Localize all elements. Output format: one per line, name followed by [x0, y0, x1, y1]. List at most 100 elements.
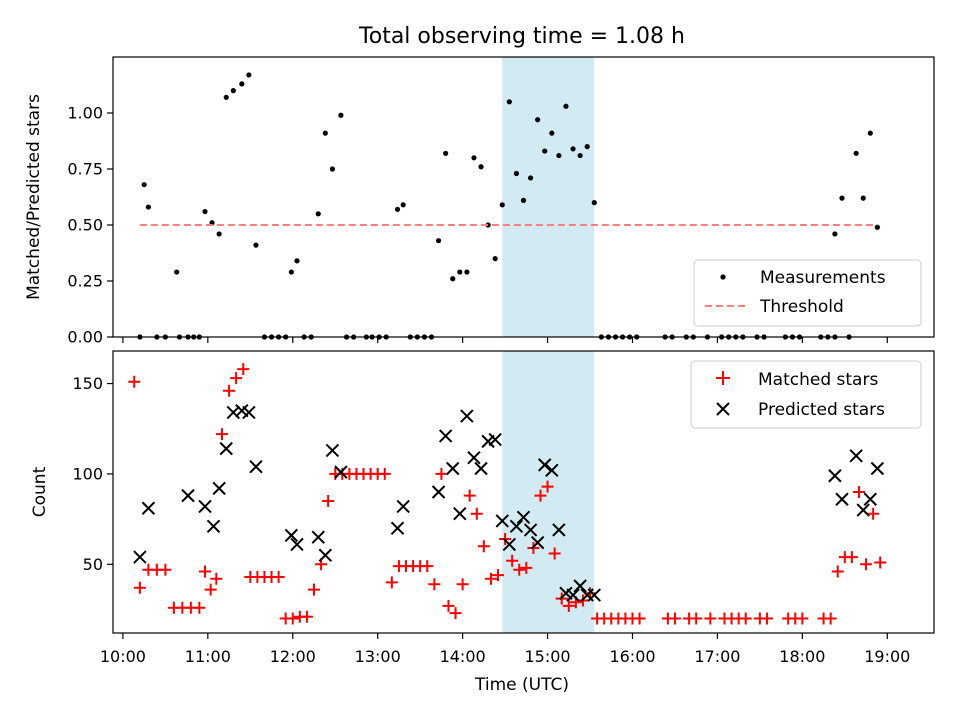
- predicted-star-point: [587, 588, 601, 602]
- predicted-star-point: [242, 405, 256, 420]
- matched-star-point: [477, 540, 490, 553]
- matched-star-point: [513, 563, 526, 576]
- measurement-point: [394, 206, 401, 212]
- measurement-point: [867, 130, 873, 136]
- predicted-star-point: [538, 458, 552, 472]
- predicted-star-point: [446, 461, 460, 476]
- matched-star-point: [435, 467, 448, 480]
- measurement-point: [315, 211, 321, 217]
- matched-star-point: [223, 384, 236, 397]
- measurement-point: [174, 269, 180, 275]
- matched-star-point: [492, 569, 505, 582]
- predicted-star-point: [545, 463, 559, 478]
- top-legend: Measurements Threshold: [693, 259, 922, 327]
- measurement-point: [492, 256, 498, 262]
- matched-star-point: [760, 612, 773, 625]
- matched-star-point: [237, 363, 250, 376]
- measurement-point: [542, 148, 548, 154]
- y-tick-label: 0.75: [67, 160, 103, 179]
- matched-star-point: [428, 578, 441, 591]
- y-tick-label: 50: [83, 555, 103, 574]
- matched-star-point: [210, 572, 223, 585]
- matched-star-point: [128, 375, 141, 388]
- predicted-star-point: [212, 481, 226, 496]
- x-tick-label: 13:00: [355, 647, 401, 666]
- measurement-point: [874, 224, 880, 230]
- measurement-point: [577, 152, 583, 159]
- predicted-star-point: [502, 537, 517, 552]
- matched-star-point: [300, 610, 313, 623]
- matched-star-point: [204, 583, 217, 596]
- y-tick-label: 150: [72, 374, 103, 393]
- matched-star-point: [463, 489, 476, 502]
- measurement-point: [527, 175, 534, 181]
- y-tick-label: 0.25: [67, 272, 103, 291]
- matched-star-point: [470, 507, 483, 520]
- matched-star-point: [824, 612, 837, 625]
- top-legend-box: [693, 259, 922, 327]
- measurement-point: [450, 276, 456, 282]
- matched-star-point: [442, 599, 455, 612]
- matched-star-point: [796, 612, 809, 625]
- matched-star-point: [322, 495, 335, 508]
- predicted-star-point: [318, 548, 333, 562]
- top-shaded-interval: [502, 57, 595, 337]
- measurement-point: [322, 130, 328, 136]
- matched-star-point: [378, 467, 391, 480]
- top-plot-frame: [112, 56, 935, 338]
- predicted-star-point: [530, 535, 545, 550]
- predicted-star-point: [566, 588, 580, 602]
- measurement-point: [202, 208, 208, 215]
- measurement-point: [535, 117, 541, 123]
- matched-star-point: [562, 599, 575, 612]
- predicted-star-point: [856, 503, 870, 517]
- measurement-point: [853, 150, 859, 156]
- matched-star-point: [193, 601, 206, 614]
- predicted-star-point: [474, 461, 488, 476]
- matched-star-point: [739, 612, 752, 625]
- x-tick-label: 18:00: [779, 647, 825, 666]
- measurement-point: [216, 231, 222, 237]
- matched-star-point: [133, 581, 146, 594]
- top-panel: 0.00 0.25 0.50 0.75 1.00 Matched/Predicted s…: [24, 56, 935, 347]
- matched-star-point: [541, 480, 554, 493]
- matched-star-point: [199, 565, 212, 578]
- predicted-star-point: [390, 521, 405, 535]
- measurement-point: [141, 182, 147, 188]
- measurement-point: [246, 72, 252, 78]
- measurement-point: [499, 202, 505, 208]
- measurement-point: [520, 197, 527, 203]
- bottom-axis-ticks: 50 100 150 10:00 11:00 12:00 13:00 14:00 15:00 16…: [72, 374, 910, 666]
- predicted-star-point: [431, 485, 446, 499]
- matched-star-point: [215, 428, 228, 441]
- x-tick-label: 19:00: [864, 647, 910, 666]
- predicted-star-point: [509, 519, 524, 534]
- bottom-data-marks: [128, 363, 887, 625]
- legend-predicted-marker: [716, 402, 730, 416]
- matched-star-point: [704, 612, 717, 625]
- matched-star-point: [831, 565, 844, 578]
- predicted-star-point: [249, 459, 263, 474]
- matched-star-point: [845, 551, 858, 564]
- predicted-star-point: [311, 530, 325, 544]
- matched-star-point: [520, 561, 533, 574]
- predicted-star-point: [133, 550, 147, 564]
- measurement-point: [839, 195, 845, 201]
- predicted-star-point: [828, 469, 842, 483]
- legend-matched-label: Matched stars: [758, 370, 878, 390]
- x-tick-label: 10:00: [100, 647, 146, 666]
- measurement-point: [860, 195, 866, 201]
- legend-threshold-label: Threshold: [759, 297, 844, 317]
- predicted-star-point: [870, 461, 885, 476]
- measurement-point: [329, 166, 336, 172]
- measurement-point: [513, 170, 520, 177]
- measurement-point: [832, 231, 838, 237]
- measurement-point: [478, 164, 484, 170]
- predicted-star-point: [849, 449, 863, 463]
- measurement-point: [506, 99, 512, 105]
- y-tick-label: 0.50: [67, 216, 103, 235]
- matched-star-point: [506, 554, 519, 567]
- measurement-point: [443, 150, 449, 156]
- measurement-point: [563, 103, 569, 109]
